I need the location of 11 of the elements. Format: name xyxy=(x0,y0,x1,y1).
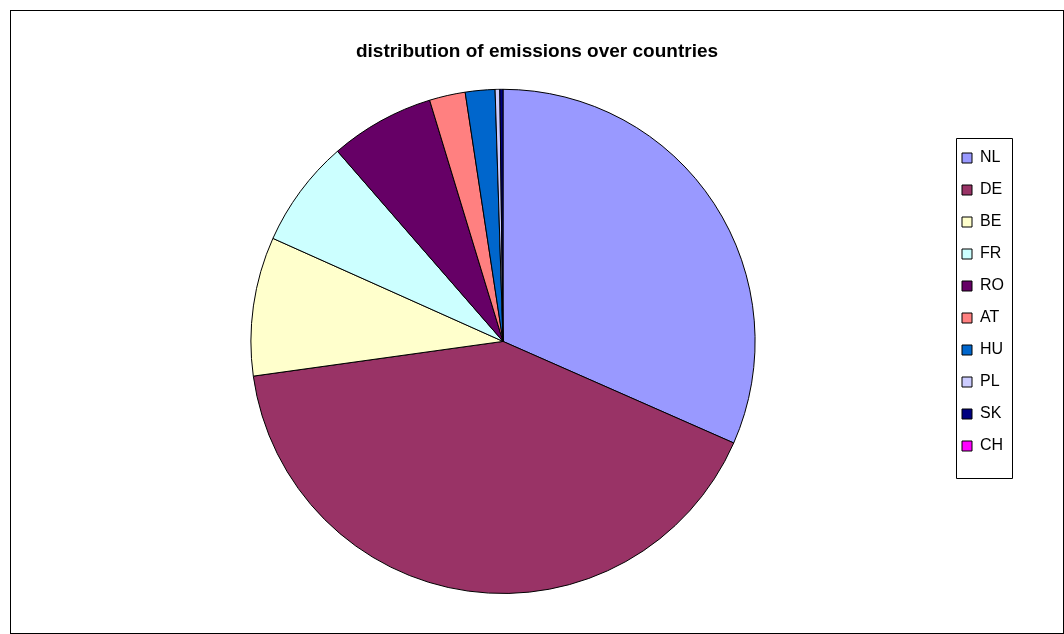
legend-label: AT xyxy=(980,308,1000,326)
legend-label: DE xyxy=(980,180,1003,198)
legend-label: RO xyxy=(980,276,1004,294)
legend-label: SK xyxy=(980,404,1002,422)
legend-label: BE xyxy=(980,212,1002,230)
legend-label: NL xyxy=(980,148,1001,166)
legend-label: FR xyxy=(980,244,1002,262)
legend-label: PL xyxy=(980,372,1000,390)
legend-label: HU xyxy=(980,340,1004,358)
legend-label: CH xyxy=(980,436,1004,454)
chart-title: distribution of emissions over countries xyxy=(355,39,719,61)
